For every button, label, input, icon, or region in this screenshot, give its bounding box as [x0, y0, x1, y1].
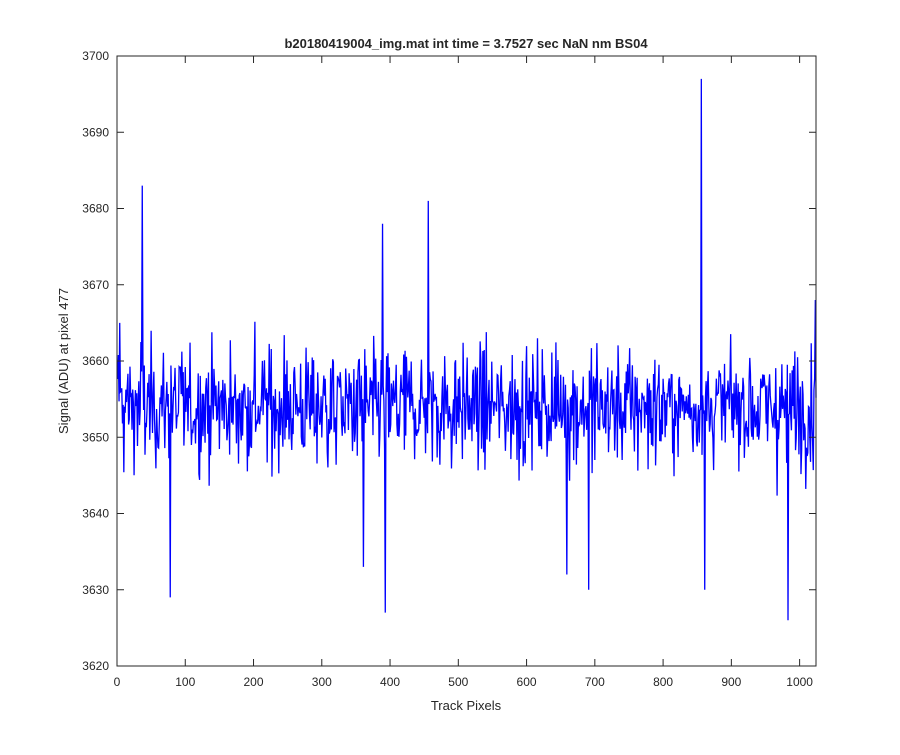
x-tick-label: 800 — [653, 675, 673, 689]
y-tick-label: 3650 — [82, 430, 109, 444]
y-axis: 3620 3630 3640 3650 3660 3670 3680 3690 3700 — [82, 49, 816, 673]
y-tick-label: 3630 — [82, 583, 109, 597]
x-axis: 0 100 200 300 400 500 600 700 800 900 1000 — [114, 56, 813, 689]
x-tick-label: 100 — [175, 675, 195, 689]
y-tick-label: 3660 — [82, 354, 109, 368]
y-tick-label: 3680 — [82, 202, 109, 216]
y-tick-label: 3690 — [82, 125, 109, 139]
x-tick-label: 700 — [585, 675, 605, 689]
chart-title: b20180419004_img.mat int time = 3.7527 s… — [284, 36, 648, 51]
x-axis-label: Track Pixels — [431, 698, 502, 713]
x-tick-label: 600 — [517, 675, 537, 689]
x-tick-label: 500 — [448, 675, 468, 689]
x-tick-label: 900 — [721, 675, 741, 689]
x-tick-label: 200 — [244, 675, 264, 689]
y-tick-label: 3700 — [82, 49, 109, 63]
y-axis-label: Signal (ADU) at pixel 477 — [56, 288, 71, 434]
signal-series-line — [117, 78, 817, 621]
y-tick-label: 3640 — [82, 507, 109, 521]
x-tick-label: 1000 — [786, 675, 813, 689]
y-tick-label: 3670 — [82, 278, 109, 292]
x-tick-label: 300 — [312, 675, 332, 689]
x-tick-label: 0 — [114, 675, 121, 689]
series-layer — [117, 78, 817, 621]
y-tick-label: 3620 — [82, 659, 109, 673]
x-tick-label: 400 — [380, 675, 400, 689]
